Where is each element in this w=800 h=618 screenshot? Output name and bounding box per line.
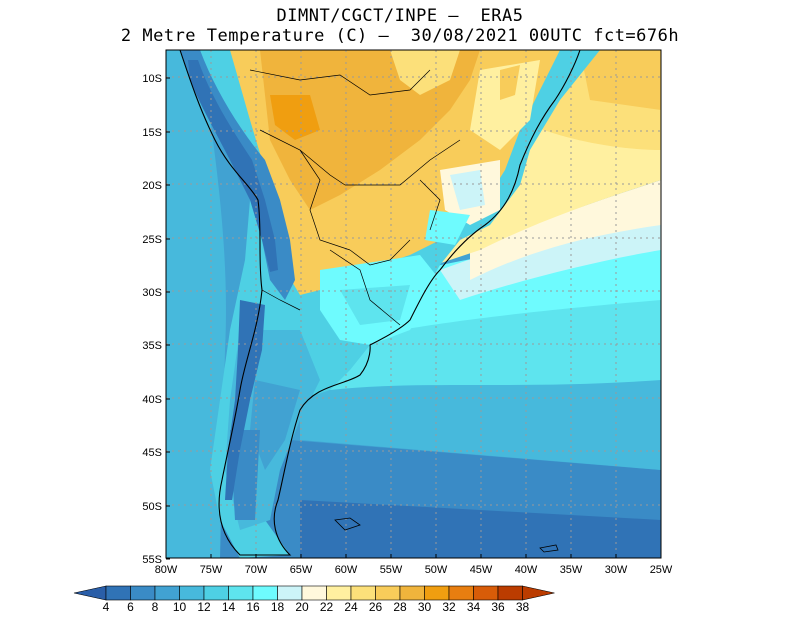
colorbar-label: 26 [369, 600, 383, 614]
colorbar-label: 6 [127, 600, 134, 614]
lon-tick-label: 80W [155, 564, 178, 576]
colorbar-segment [350, 585, 376, 601]
lon-tick-label: 40W [515, 564, 538, 576]
colorbar-segment [399, 585, 425, 601]
lat-tick-label: 30S [142, 287, 162, 299]
colorbar-segment [252, 585, 278, 601]
lon-tick-label: 70W [245, 564, 268, 576]
colorbar-segment [179, 585, 205, 601]
lat-tick-label: 40S [142, 394, 162, 406]
lat-tick-label: 20S [142, 180, 162, 192]
colorbar-label: 38 [516, 600, 530, 614]
colorbar-max-arrow [522, 585, 555, 601]
colorbar-segment [375, 585, 401, 601]
lon-tick-label: 35W [560, 564, 583, 576]
lat-tick-label: 45S [142, 447, 162, 459]
colorbar-label: 22 [320, 600, 334, 614]
lat-tick-label: 50S [142, 501, 162, 513]
colorbar-segment [228, 585, 254, 601]
colorbar-label: 18 [271, 600, 285, 614]
lon-tick-label: 30W [605, 564, 628, 576]
colorbar-label: 30 [418, 600, 432, 614]
lon-tick-label: 60W [335, 564, 358, 576]
colorbar-label: 32 [442, 600, 456, 614]
colorbar-label: 34 [467, 600, 481, 614]
colorbar-segment [130, 585, 156, 601]
graticule [166, 50, 661, 558]
colorbar-segment [424, 585, 450, 601]
colorbar-label: 8 [152, 600, 159, 614]
colorbar-label: 4 [103, 600, 110, 614]
colorbar-label: 14 [222, 600, 236, 614]
lon-tick-label: 45W [470, 564, 493, 576]
lon-tick-label: 25W [650, 564, 673, 576]
lat-tick-label: 25S [142, 234, 162, 246]
map-frame [165, 49, 662, 559]
colorbar-segment [105, 585, 131, 601]
title-line-2: 2 Metre Temperature (C) – 30/08/2021 00U… [120, 26, 680, 46]
colorbar-label: 36 [491, 600, 505, 614]
colorbar-segment [497, 585, 523, 601]
colorbar-min-arrow [73, 585, 107, 601]
colorbar-segment [301, 585, 327, 601]
coastline [179, 50, 581, 556]
title-line-1: DIMNT/CGCT/INPE – ERA5 [276, 6, 524, 26]
colorbar-segment [277, 585, 303, 601]
colorbar-label: 16 [246, 600, 260, 614]
colorbar-label: 12 [197, 600, 211, 614]
colorbar-segment [154, 585, 180, 601]
colorbar-label: 24 [344, 600, 358, 614]
latitude-ticks: 10S 15S 20S 25S 30S 35S 40S 45S 50S 55S [142, 73, 170, 566]
lon-tick-label: 50W [425, 564, 448, 576]
country-borders [249, 69, 461, 326]
colorbar-label: 10 [173, 600, 187, 614]
lat-tick-label: 15S [142, 127, 162, 139]
lon-tick-label: 55W [380, 564, 403, 576]
colorbar-segment [203, 585, 229, 601]
colorbar-label: 20 [295, 600, 309, 614]
temperature-field [166, 50, 661, 558]
colorbar-segment [448, 585, 474, 601]
colorbar-segment [473, 585, 499, 601]
colorbar-label: 28 [393, 600, 407, 614]
lat-tick-label: 10S [142, 73, 162, 85]
longitude-ticks: 80W 75W 70W 65W 60W 55W 50W 45W 40W 35W 30W 25W [155, 554, 673, 576]
lon-tick-label: 75W [200, 564, 223, 576]
lat-tick-label: 55S [142, 554, 162, 566]
lon-tick-label: 65W [290, 564, 313, 576]
colorbar: 4 6 8 10 12 14 16 18 20 22 24 26 28 30 32 34 36 38 [73, 585, 555, 614]
colorbar-segment [326, 585, 352, 601]
lat-tick-label: 35S [142, 340, 162, 352]
